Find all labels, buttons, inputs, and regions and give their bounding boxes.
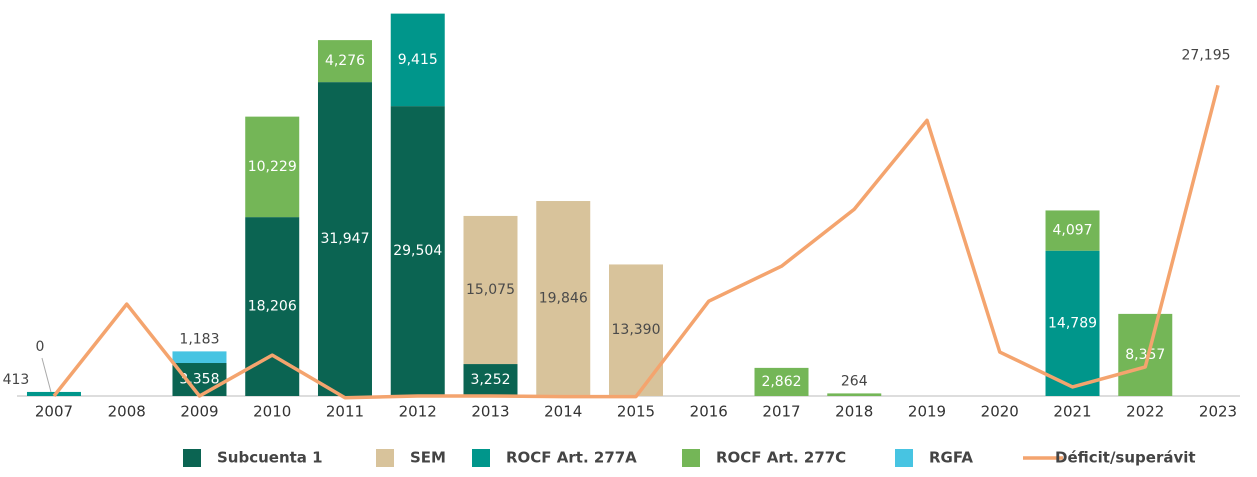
- bar-segment: [245, 116, 300, 218]
- bar-segment: [172, 351, 227, 364]
- x-tick-label: 2017: [762, 403, 800, 421]
- x-tick-label: 2010: [253, 403, 291, 421]
- data-label: 31,947: [320, 231, 369, 247]
- bar-segment: [536, 201, 591, 396]
- x-tick-label: 2007: [35, 403, 73, 421]
- data-label: 18,206: [248, 299, 297, 315]
- x-tick-label: 2023: [1199, 403, 1237, 421]
- data-label: 15,075: [466, 282, 515, 298]
- data-label: 19,846: [539, 291, 588, 307]
- data-label: 29,504: [393, 243, 442, 259]
- x-tick-label: 2008: [108, 403, 146, 421]
- data-label: 27,195: [1182, 47, 1231, 63]
- legend-label: ROCF Art. 277A: [506, 449, 637, 467]
- bar-segment: [1118, 313, 1173, 396]
- bar-segment: [390, 106, 445, 396]
- data-label: 264: [841, 373, 868, 389]
- legend-label: ROCF Art. 277C: [716, 449, 846, 467]
- x-tick-label: 2022: [1126, 403, 1164, 421]
- legend-label: Déficit/superávit: [1055, 449, 1196, 467]
- legend-swatch: [472, 449, 490, 467]
- data-label: 3,252: [470, 372, 510, 388]
- bar-segment: [172, 363, 227, 396]
- bar-segment: [317, 82, 372, 396]
- legend-swatch: [183, 449, 201, 467]
- x-tick-label: 2011: [326, 403, 364, 421]
- data-label: 1,183: [179, 331, 219, 347]
- bar-segment: [463, 215, 518, 365]
- legend-label: SEM: [410, 449, 446, 467]
- x-tick-label: 2015: [617, 403, 655, 421]
- legend-label: RGFA: [929, 449, 973, 467]
- data-label: 9,415: [398, 52, 438, 68]
- legend-swatch: [376, 449, 394, 467]
- x-tick-label: 2014: [544, 403, 582, 421]
- data-label: 4,097: [1052, 223, 1092, 239]
- legend-label: Subcuenta 1: [217, 449, 323, 467]
- x-tick-label: 2013: [471, 403, 509, 421]
- bar-segment: [390, 13, 445, 107]
- data-label: 2,862: [761, 374, 801, 390]
- data-label: 0: [36, 339, 45, 355]
- line-series: [52, 84, 1220, 400]
- x-tick-label: 2020: [981, 403, 1019, 421]
- bar-segment: [754, 367, 809, 396]
- x-tick-label: 2018: [835, 403, 873, 421]
- legend-swatch: [895, 449, 913, 467]
- bar-segment: [1045, 210, 1100, 251]
- label-leader: [41, 357, 52, 393]
- data-label: 14,789: [1048, 315, 1097, 331]
- data-label: 413: [3, 372, 30, 388]
- x-tick-label: 2021: [1053, 403, 1091, 421]
- legend-swatch: [682, 449, 700, 467]
- x-tick-label: 2019: [908, 403, 946, 421]
- data-label: 4,276: [325, 53, 365, 69]
- x-tick-label: 2009: [180, 403, 218, 421]
- x-tick-label: 2012: [399, 403, 437, 421]
- data-label: 13,390: [612, 322, 661, 338]
- bar-segment: [463, 364, 518, 396]
- bar-segment: [317, 40, 372, 83]
- bar-segment: [1045, 250, 1100, 396]
- x-tick-label: 2016: [690, 403, 728, 421]
- bar-segment: [827, 393, 882, 396]
- data-label: 8,357: [1125, 347, 1165, 363]
- data-label: 10,229: [248, 159, 297, 175]
